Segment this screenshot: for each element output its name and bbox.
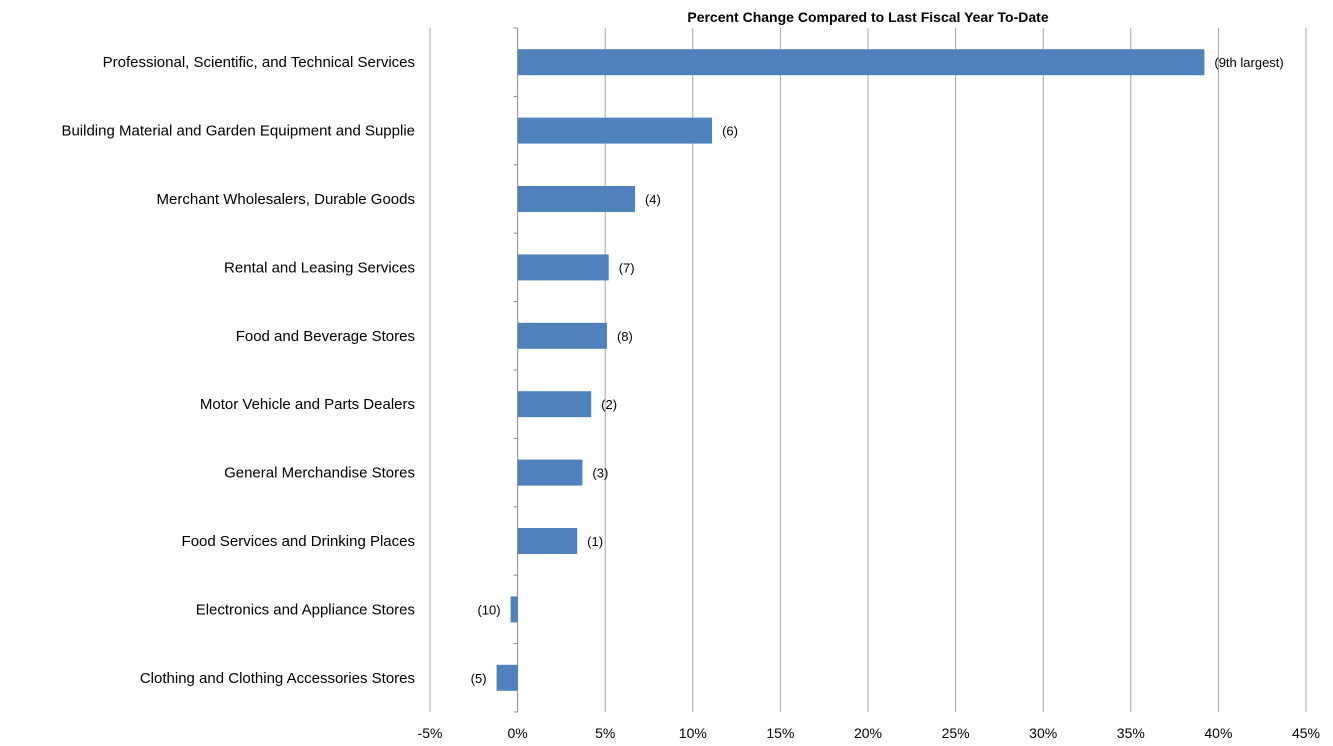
data-label: (3) (592, 466, 608, 481)
data-label: (10) (477, 602, 500, 617)
data-label: (6) (722, 124, 738, 139)
bar (517, 186, 635, 212)
bar (496, 664, 518, 691)
data-label: (2) (601, 397, 617, 412)
x-tick-label: 25% (942, 725, 970, 741)
category-label: Motor Vehicle and Parts Dealers (200, 396, 415, 413)
bar (517, 117, 713, 144)
bar (517, 459, 583, 486)
bar (517, 49, 1205, 76)
x-tick-label: 5% (595, 725, 615, 741)
bar (517, 322, 607, 349)
data-label: (1) (587, 534, 603, 549)
x-tick-label: 35% (1117, 725, 1145, 741)
data-label: (8) (617, 329, 633, 344)
category-label: Food and Beverage Stores (236, 328, 415, 345)
category-label: Food Services and Drinking Places (182, 533, 415, 550)
axes: -5% 0% 5% 10% 15% 20% 25% 30% 35% 40% 45% (418, 27, 1320, 741)
category-label: General Merchandise Stores (224, 465, 415, 482)
x-tick-label: -5% (418, 725, 443, 741)
bar (517, 254, 609, 281)
x-tick-label: 30% (1029, 725, 1057, 741)
data-label: (4) (645, 192, 661, 207)
bars (496, 49, 1205, 691)
bar (517, 528, 578, 554)
data-label: (7) (619, 260, 635, 275)
x-tick-label: 20% (854, 725, 882, 741)
x-tick-label: 40% (1204, 725, 1232, 741)
x-tick-label: 15% (766, 725, 794, 741)
x-tick-label: 45% (1292, 725, 1320, 741)
category-label: Professional, Scientific, and Technical … (103, 54, 415, 71)
data-label: (5) (471, 671, 487, 686)
category-label: Building Material and Garden Equipment a… (61, 123, 415, 140)
category-label: Rental and Leasing Services (224, 259, 415, 276)
chart-title: Percent Change Compared to Last Fiscal Y… (687, 9, 1048, 25)
x-tick-label: 0% (507, 725, 527, 741)
category-label: Clothing and Clothing Accessories Stores (140, 670, 415, 687)
bar (510, 596, 518, 623)
data-label: (9th largest) (1214, 55, 1283, 70)
category-label: Electronics and Appliance Stores (196, 601, 415, 618)
bar (517, 391, 592, 418)
category-label: Merchant Wholesalers, Durable Goods (157, 191, 415, 208)
labels: Professional, Scientific, and Technical … (61, 54, 1283, 687)
x-tick-label: 10% (679, 725, 707, 741)
